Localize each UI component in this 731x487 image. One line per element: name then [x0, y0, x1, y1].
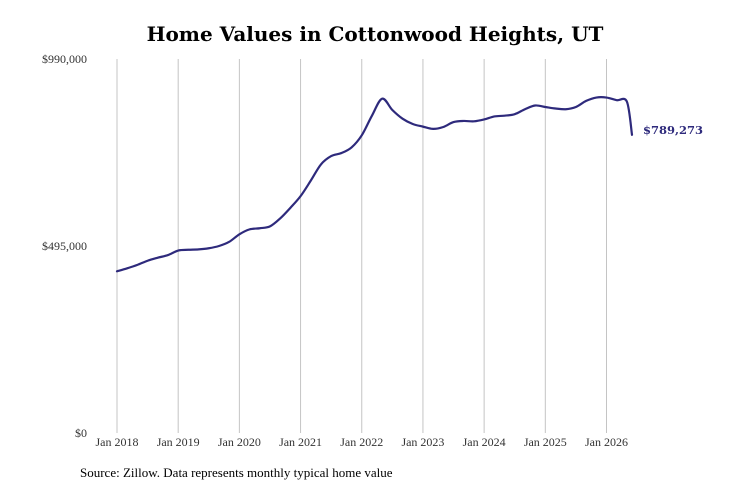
- data-point-28: [401, 117, 405, 121]
- data-point-23: [350, 145, 354, 149]
- x-tick-label: Jan 2023: [401, 435, 444, 449]
- x-tick-label: Jan 2024: [463, 435, 506, 449]
- data-point-30: [421, 125, 425, 129]
- data-point-15: [268, 224, 272, 228]
- data-point-41: [533, 103, 537, 107]
- x-tick-label: Jan 2020: [218, 435, 261, 449]
- data-point-12: [237, 232, 241, 236]
- data-point-27: [390, 108, 394, 112]
- y-tick-label: $990,000: [42, 52, 87, 66]
- chart-title: Home Values in Cottonwood Heights, UT: [147, 22, 604, 46]
- data-point-10: [217, 244, 221, 248]
- data-point-1: [125, 266, 129, 270]
- data-point-19: [309, 179, 313, 183]
- data-point-3: [146, 259, 150, 263]
- series-line-0: [115, 96, 634, 273]
- data-point-16: [278, 216, 282, 220]
- data-point-25: [370, 114, 374, 118]
- data-point-35: [472, 119, 476, 123]
- data-point-7: [186, 248, 190, 252]
- end-value-label: $789,273: [643, 123, 703, 137]
- y-axis-ticks: $0 $495,000 $990,000: [42, 52, 87, 440]
- data-point-37: [492, 114, 496, 118]
- data-point-45: [574, 105, 578, 109]
- data-point-22: [339, 151, 343, 155]
- data-point-21: [329, 154, 333, 158]
- data-point-40: [523, 107, 527, 111]
- data-point-50: [625, 100, 629, 104]
- data-point-6: [176, 249, 180, 253]
- data-point-48: [605, 96, 609, 100]
- data-point-51: [630, 133, 634, 137]
- data-point-36: [482, 117, 486, 121]
- data-point-43: [554, 106, 558, 110]
- data-point-38: [503, 114, 507, 118]
- series-layer: [115, 96, 634, 273]
- data-point-8: [197, 247, 201, 251]
- x-tick-label: Jan 2021: [279, 435, 322, 449]
- data-point-49: [615, 98, 619, 102]
- data-point-26: [380, 97, 384, 101]
- data-point-33: [452, 120, 456, 124]
- data-point-44: [564, 107, 568, 111]
- y-tick-label: $0: [75, 426, 87, 440]
- x-tick-label: Jan 2018: [96, 435, 139, 449]
- data-point-32: [441, 125, 445, 129]
- data-point-9: [207, 246, 211, 250]
- data-point-46: [584, 99, 588, 103]
- source-note: Source: Zillow. Data represents monthly …: [80, 465, 393, 480]
- data-point-11: [227, 240, 231, 244]
- data-point-34: [462, 119, 466, 123]
- data-point-24: [360, 133, 364, 137]
- data-point-42: [543, 105, 547, 109]
- data-point-5: [166, 253, 170, 257]
- data-point-39: [513, 112, 517, 116]
- data-point-4: [156, 256, 160, 260]
- data-point-2: [135, 263, 139, 267]
- y-tick-label: $495,000: [42, 239, 87, 253]
- data-point-31: [431, 127, 435, 131]
- x-axis-ticks: Jan 2018 Jan 2019 Jan 2020 Jan 2021 Jan 2022…: [96, 435, 629, 449]
- data-point-47: [594, 96, 598, 100]
- data-point-0: [115, 269, 119, 273]
- data-point-17: [288, 206, 292, 210]
- grid-lines: [116, 59, 608, 433]
- data-point-18: [299, 194, 303, 198]
- data-point-20: [319, 162, 323, 166]
- x-tick-label: Jan 2022: [340, 435, 383, 449]
- data-point-14: [258, 226, 262, 230]
- x-tick-label: Jan 2025: [524, 435, 567, 449]
- x-tick-label: Jan 2019: [157, 435, 200, 449]
- data-point-29: [411, 122, 415, 126]
- data-point-13: [248, 227, 252, 231]
- x-tick-label: Jan 2026: [585, 435, 628, 449]
